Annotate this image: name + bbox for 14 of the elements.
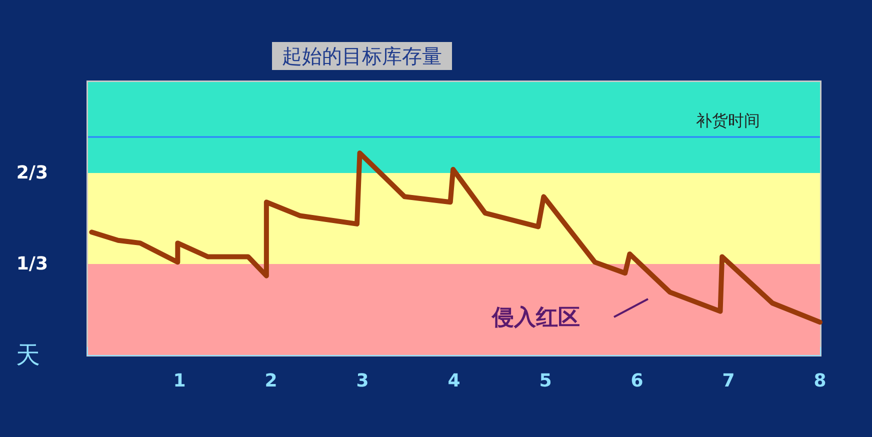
y-tick-label: 1/3 xyxy=(16,254,48,275)
x-tick-label: 8 xyxy=(814,370,826,392)
y-tick-label: 2/3 xyxy=(16,162,48,184)
annotation: 侵入红区 xyxy=(491,306,580,330)
x-tick-label: 5 xyxy=(539,370,552,392)
x-axis-title: 天 xyxy=(16,341,40,369)
x-tick-label: 1 xyxy=(173,370,186,392)
chart-title: 起始的目标库存量 xyxy=(282,44,442,68)
x-tick-label: 6 xyxy=(630,370,644,392)
ref-line-label: 补货时间 xyxy=(696,111,760,130)
x-tick-label: 3 xyxy=(356,370,369,392)
x-tick-label: 2 xyxy=(264,370,278,392)
x-tick-label: 7 xyxy=(722,370,735,392)
x-tick-label: 4 xyxy=(448,370,460,392)
